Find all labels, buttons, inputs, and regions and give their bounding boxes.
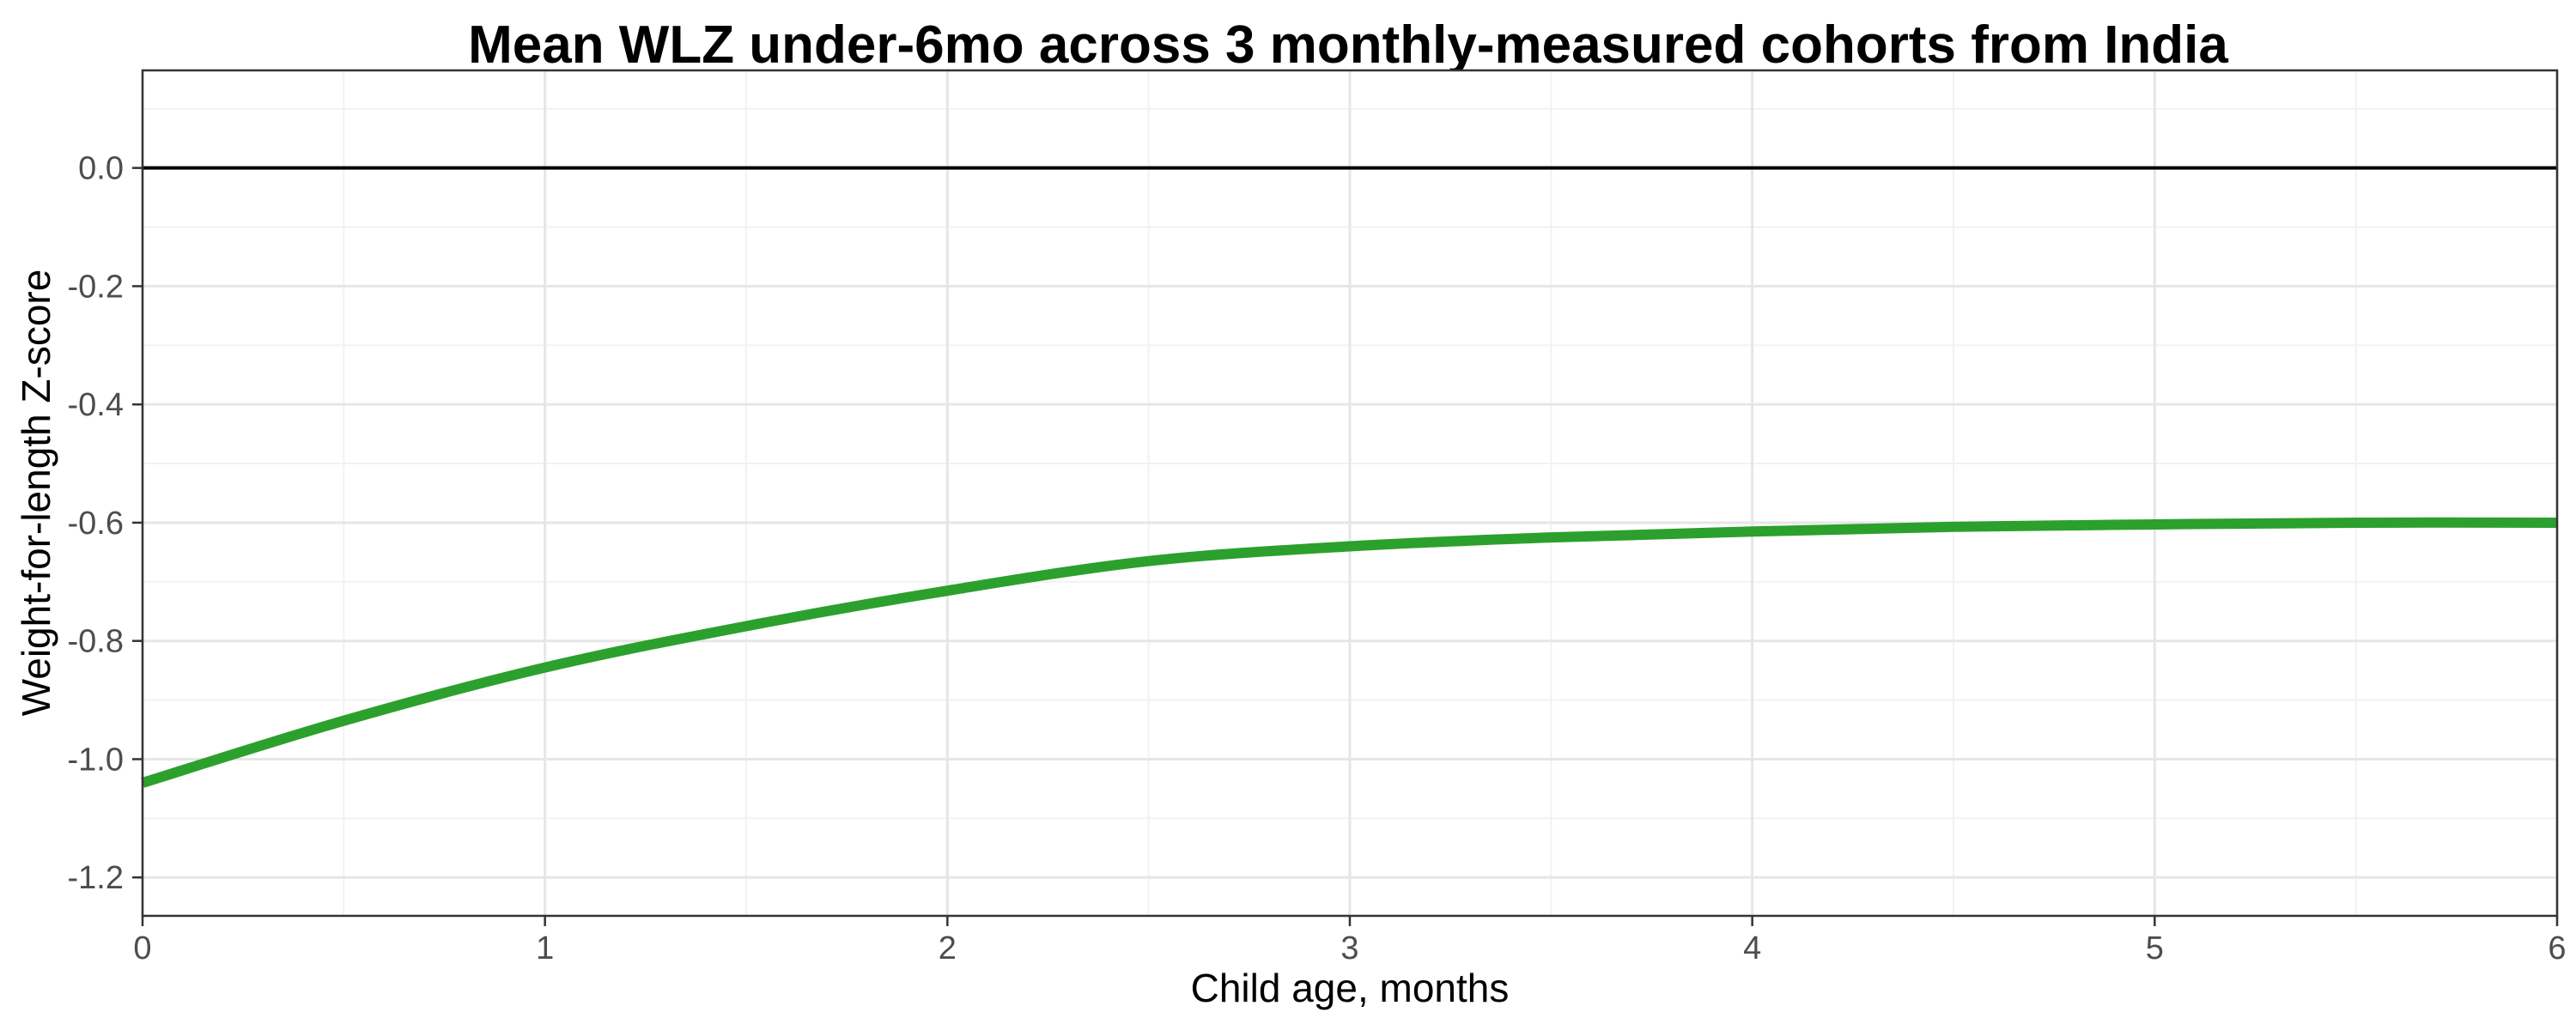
y-tick-label: 0.0 xyxy=(78,151,124,187)
x-tick-label: 6 xyxy=(2548,930,2566,966)
chart-title: Mean WLZ under-6mo across 3 monthly-meas… xyxy=(468,15,2228,75)
y-tick-label: -0.8 xyxy=(68,624,124,660)
y-tick-label: -0.2 xyxy=(68,269,124,305)
x-tick-label: 5 xyxy=(2146,930,2164,966)
y-tick-label: -0.4 xyxy=(68,387,124,423)
y-tick-label: -1.2 xyxy=(68,860,124,896)
y-tick-label: -0.6 xyxy=(68,506,124,542)
x-tick-label: 1 xyxy=(536,930,554,966)
x-tick-label: 2 xyxy=(939,930,957,966)
x-tick-label: 3 xyxy=(1340,930,1358,966)
x-axis-title: Child age, months xyxy=(1191,966,1510,1010)
x-tick-label: 0 xyxy=(133,930,151,966)
series-line-0 xyxy=(141,517,2558,788)
y-axis: 0.0 -0.2 -0.4 -0.6 -0.8 -1.0 -1.2 xyxy=(68,151,143,896)
x-axis: 0 1 2 3 4 5 6 xyxy=(133,916,2567,966)
y-axis-title: Weight-for-length Z-score xyxy=(14,270,58,717)
series-layer xyxy=(141,517,2558,788)
y-tick-label: -1.0 xyxy=(68,742,124,778)
x-tick-label: 4 xyxy=(1743,930,1761,966)
